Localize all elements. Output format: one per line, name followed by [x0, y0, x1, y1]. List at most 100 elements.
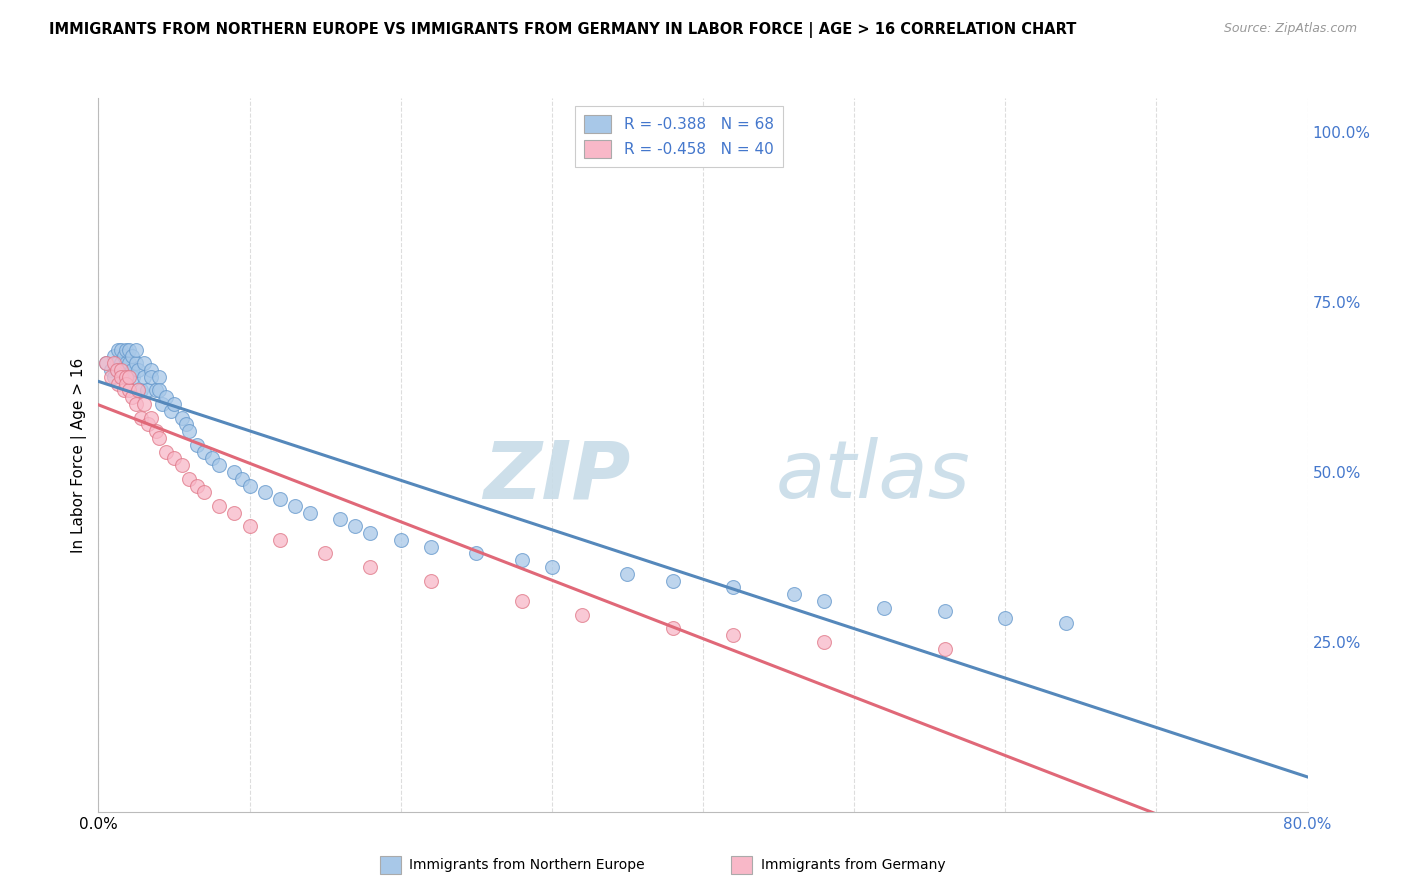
Point	[179, 424, 201, 438]
Point	[110, 363, 132, 377]
Point	[783, 587, 806, 601]
Legend: R = -0.388   N = 68, R = -0.458   N = 40: R = -0.388 N = 68, R = -0.458 N = 40	[575, 106, 783, 167]
Point	[114, 369, 136, 384]
Point	[141, 363, 163, 377]
Point	[103, 350, 125, 364]
Point	[360, 526, 382, 541]
Point	[105, 363, 128, 377]
Point	[135, 384, 157, 398]
Point	[208, 458, 231, 472]
Point	[129, 410, 152, 425]
Point	[170, 458, 193, 472]
Point	[103, 369, 125, 384]
Point	[141, 410, 163, 425]
Point	[420, 540, 443, 554]
Point	[115, 369, 138, 384]
Point	[145, 424, 167, 438]
Point	[118, 343, 141, 357]
Point	[616, 566, 638, 581]
Point	[125, 397, 148, 411]
Point	[122, 369, 145, 384]
Point	[360, 560, 382, 574]
Point	[110, 369, 132, 384]
Point	[155, 444, 177, 458]
Point	[813, 594, 835, 608]
Point	[231, 472, 253, 486]
Point	[510, 553, 533, 567]
Text: Source: ZipAtlas.com: Source: ZipAtlas.com	[1223, 22, 1357, 36]
Point	[125, 356, 148, 370]
Point	[420, 574, 443, 588]
Point	[160, 403, 183, 417]
Point	[186, 478, 208, 492]
Text: ZIP: ZIP	[484, 437, 630, 516]
Point	[201, 451, 224, 466]
Text: Immigrants from Northern Europe: Immigrants from Northern Europe	[409, 858, 645, 872]
Point	[105, 363, 128, 377]
Point	[112, 384, 135, 398]
Point	[269, 492, 291, 507]
Point	[94, 356, 117, 370]
Point	[314, 546, 336, 560]
Point	[111, 369, 134, 384]
Point	[540, 560, 562, 574]
Point	[193, 444, 215, 458]
Point	[105, 356, 128, 370]
Point	[118, 356, 141, 370]
Point	[170, 410, 193, 425]
Point	[112, 350, 135, 364]
Point	[132, 397, 155, 411]
Point	[934, 641, 956, 656]
Point	[121, 350, 143, 364]
Point	[662, 574, 685, 588]
Point	[150, 397, 173, 411]
Point	[129, 384, 152, 398]
Point	[148, 369, 170, 384]
Point	[141, 369, 163, 384]
Point	[145, 384, 167, 398]
Point	[112, 363, 135, 377]
Point	[107, 343, 129, 357]
Point	[110, 343, 132, 357]
Point	[155, 390, 177, 404]
Point	[344, 519, 367, 533]
Point	[662, 621, 685, 635]
Point	[118, 384, 141, 398]
Point	[329, 512, 352, 526]
Point	[571, 607, 593, 622]
Point	[224, 465, 246, 479]
Point	[510, 594, 533, 608]
Point	[174, 417, 197, 432]
Point	[723, 581, 745, 595]
Point	[114, 356, 136, 370]
Point	[125, 343, 148, 357]
Point	[94, 356, 117, 370]
Point	[239, 519, 262, 533]
Point	[299, 506, 322, 520]
Point	[465, 546, 488, 560]
Point	[148, 431, 170, 445]
Point	[114, 343, 136, 357]
Point	[994, 611, 1017, 625]
Point	[389, 533, 412, 547]
Point	[239, 478, 262, 492]
Point	[103, 356, 125, 370]
Point	[110, 363, 132, 377]
Point	[148, 384, 170, 398]
Point	[127, 363, 149, 377]
Point	[121, 390, 143, 404]
Point	[179, 472, 201, 486]
Point	[193, 485, 215, 500]
Point	[114, 376, 136, 391]
Point	[1054, 615, 1077, 630]
Point	[110, 356, 132, 370]
Point	[224, 506, 246, 520]
Point	[208, 499, 231, 513]
Text: IMMIGRANTS FROM NORTHERN EUROPE VS IMMIGRANTS FROM GERMANY IN LABOR FORCE | AGE : IMMIGRANTS FROM NORTHERN EUROPE VS IMMIG…	[49, 22, 1077, 38]
Y-axis label: In Labor Force | Age > 16: In Labor Force | Age > 16	[72, 358, 87, 552]
Point	[813, 635, 835, 649]
Point	[107, 376, 129, 391]
Point	[723, 628, 745, 642]
Point	[163, 397, 186, 411]
Point	[253, 485, 276, 500]
